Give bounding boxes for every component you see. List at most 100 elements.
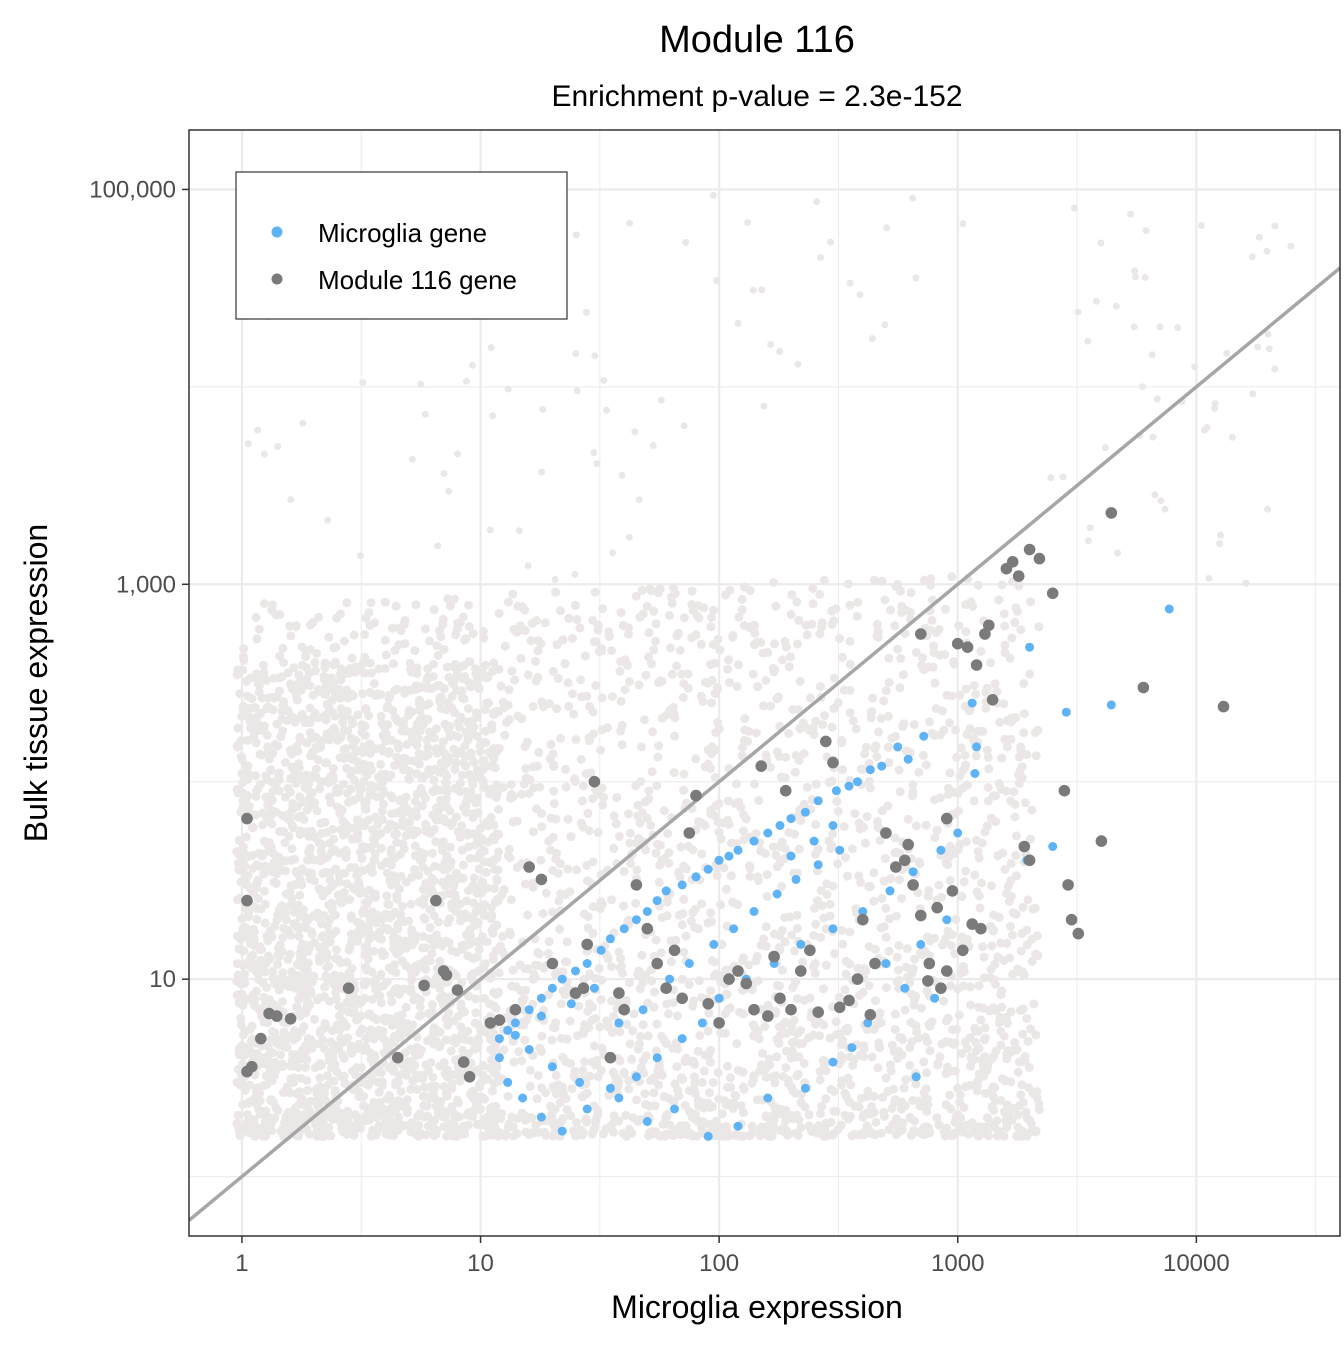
background-gene-point <box>340 636 349 646</box>
background-gene-point <box>245 1097 255 1107</box>
background-gene-point <box>377 947 387 957</box>
background-gene-point <box>364 1115 374 1125</box>
background-gene-point <box>563 678 573 688</box>
background-gene-point <box>684 979 694 989</box>
background-gene-point <box>265 1064 275 1074</box>
background-gene-point <box>1084 337 1092 345</box>
background-gene-point <box>364 711 374 721</box>
background-gene-point <box>625 828 635 838</box>
background-gene-point <box>982 1113 992 1123</box>
background-gene-point <box>644 652 653 662</box>
background-gene-point <box>840 853 850 862</box>
background-gene-point <box>285 901 295 911</box>
background-gene-point <box>792 1110 802 1120</box>
background-gene-point <box>1265 345 1273 353</box>
background-gene-point <box>914 857 924 867</box>
background-gene-point <box>684 1086 694 1096</box>
background-gene-point <box>1033 950 1043 960</box>
background-gene-point <box>240 969 250 979</box>
background-gene-point <box>480 900 490 910</box>
background-gene-point <box>330 910 340 920</box>
background-gene-point <box>751 728 761 738</box>
background-gene-point <box>291 1050 301 1060</box>
background-gene-point <box>389 960 399 970</box>
background-gene-point <box>913 1033 923 1043</box>
background-gene-point <box>357 720 367 730</box>
x-tick-label: 1000 <box>931 1250 984 1277</box>
background-gene-point <box>681 1053 691 1063</box>
background-gene-point <box>427 848 437 858</box>
background-gene-point <box>676 842 686 852</box>
background-gene-point <box>254 624 264 634</box>
background-gene-point <box>397 901 407 911</box>
background-gene-point <box>237 769 247 779</box>
background-gene-point <box>604 632 614 641</box>
background-gene-point <box>965 724 975 734</box>
background-gene-point <box>358 658 368 668</box>
background-gene-point <box>891 911 901 921</box>
background-gene-point <box>771 850 781 860</box>
background-gene-point <box>911 991 921 1001</box>
microglia-gene-point <box>749 907 759 916</box>
background-gene-point <box>1097 239 1105 247</box>
background-gene-point <box>356 1124 365 1133</box>
background-gene-point <box>817 254 824 261</box>
microglia-gene-point <box>763 828 773 838</box>
module-gene-point <box>1105 507 1118 519</box>
background-gene-point <box>316 829 326 838</box>
background-gene-point <box>918 750 928 760</box>
background-gene-point <box>237 946 247 956</box>
background-gene-point <box>593 828 603 837</box>
background-gene-point <box>329 660 338 670</box>
background-gene-point <box>386 845 396 855</box>
background-gene-point <box>808 1030 818 1040</box>
background-gene-point <box>302 1086 312 1096</box>
background-gene-point <box>357 552 364 560</box>
background-gene-point <box>548 666 558 676</box>
background-gene-point <box>1026 834 1035 844</box>
background-gene-point <box>415 695 424 705</box>
background-gene-point <box>780 843 790 853</box>
background-gene-point <box>492 789 502 798</box>
module-gene-point <box>702 998 714 1010</box>
background-gene-point <box>1018 1029 1028 1039</box>
background-gene-point <box>472 712 482 722</box>
background-gene-point <box>772 747 782 757</box>
background-gene-point <box>1026 597 1036 607</box>
background-gene-point <box>390 984 400 994</box>
background-gene-point <box>1021 1107 1031 1117</box>
background-gene-point <box>799 749 809 759</box>
background-gene-point <box>436 632 446 642</box>
y-axis-title: Bulk tissue expression <box>18 524 54 842</box>
background-gene-point <box>771 1006 780 1016</box>
background-gene-point <box>730 1090 740 1100</box>
background-gene-point <box>884 678 894 687</box>
background-gene-point <box>880 853 890 863</box>
background-gene-point <box>458 860 468 870</box>
background-gene-point <box>350 863 360 873</box>
background-gene-point <box>668 583 678 593</box>
background-gene-point <box>649 606 659 616</box>
background-gene-point <box>984 764 994 774</box>
background-gene-point <box>307 929 317 939</box>
background-gene-point <box>718 818 728 828</box>
background-gene-point <box>572 231 580 239</box>
background-gene-point <box>894 975 904 985</box>
background-gene-point <box>626 219 634 227</box>
module-gene-point <box>779 784 792 797</box>
background-gene-point <box>479 633 489 643</box>
background-gene-point <box>639 1068 649 1078</box>
background-gene-point <box>1127 210 1135 218</box>
background-gene-point <box>364 910 374 920</box>
background-gene-point <box>754 795 764 805</box>
microglia-gene-point <box>786 851 796 861</box>
background-gene-point <box>758 1049 768 1058</box>
background-gene-point <box>725 1073 735 1083</box>
background-gene-point <box>768 663 778 673</box>
background-gene-point <box>986 658 996 668</box>
background-gene-point <box>832 797 842 806</box>
background-gene-point <box>657 1131 667 1141</box>
background-gene-point <box>460 741 470 751</box>
background-gene-point <box>548 1082 558 1092</box>
background-gene-point <box>278 643 288 653</box>
